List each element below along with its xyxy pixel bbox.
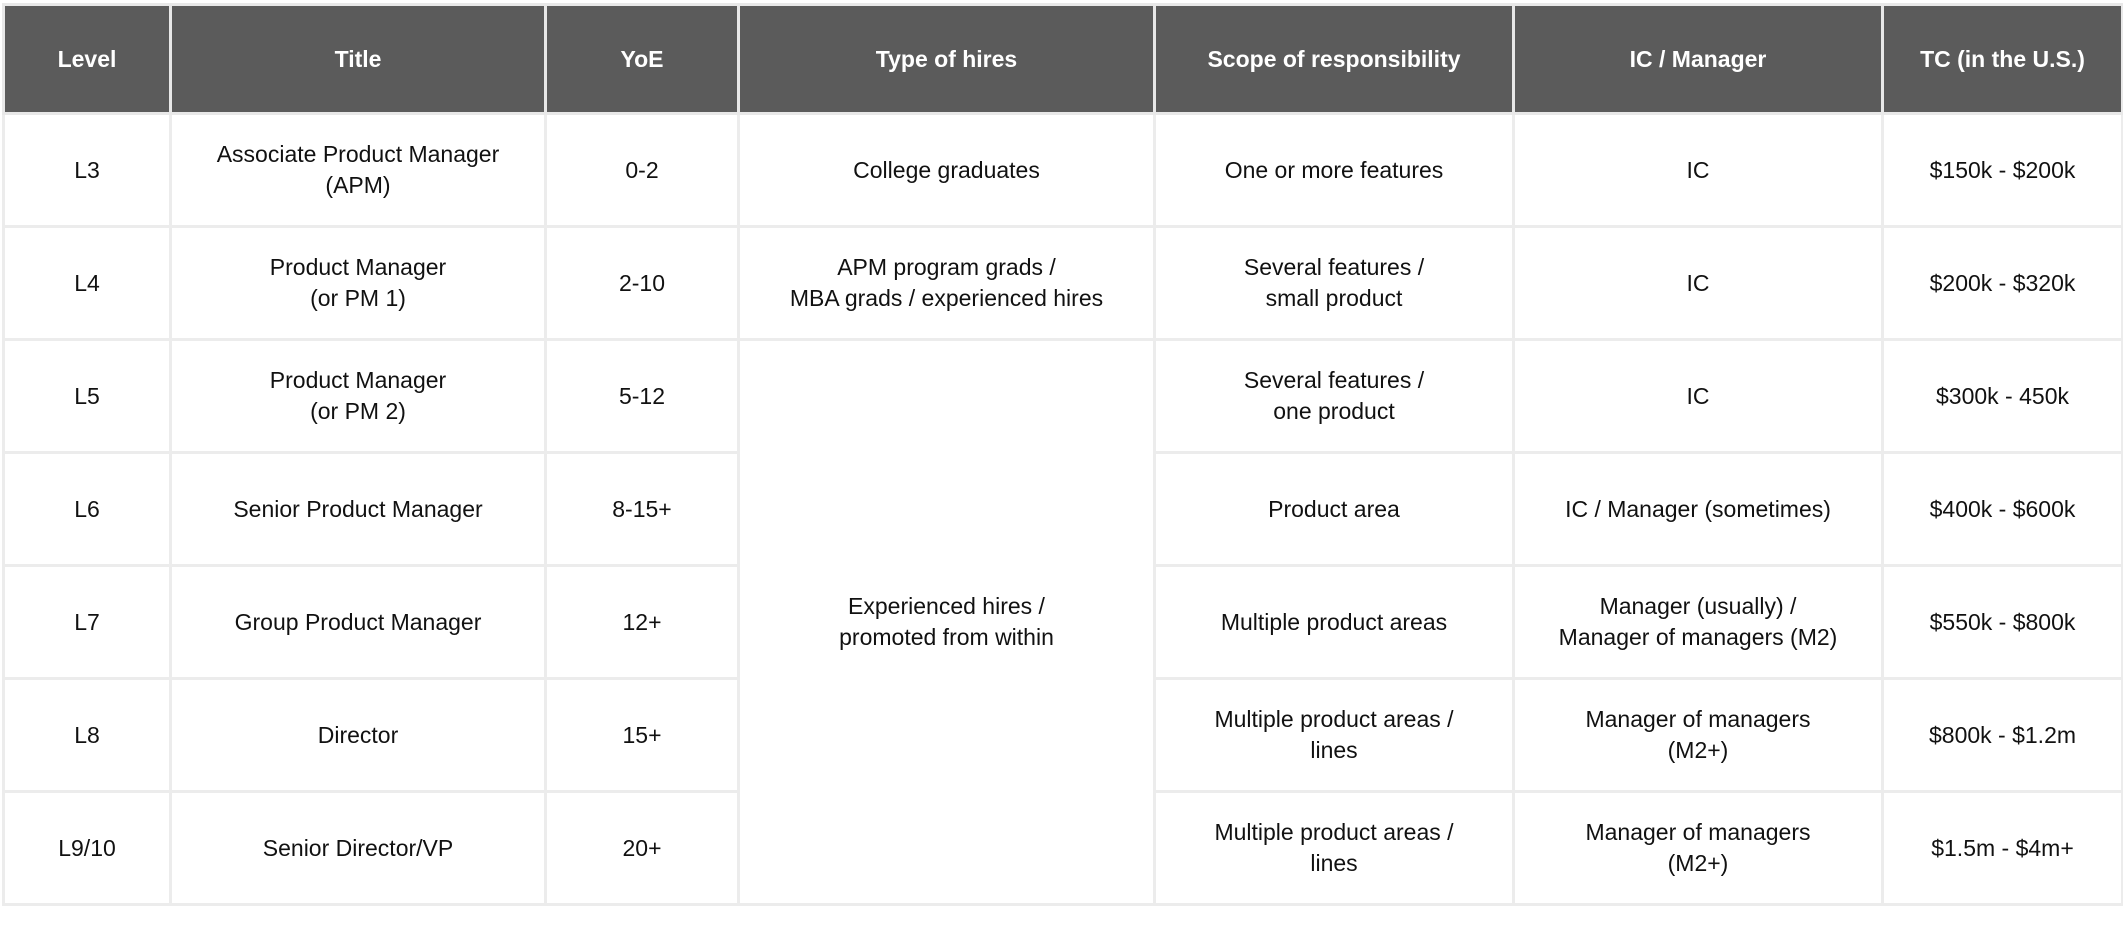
cell-scope: One or more features — [1153, 112, 1515, 228]
cell-yoe: 0-2 — [544, 112, 740, 228]
cell-hires: APM program grads / MBA grads / experien… — [737, 225, 1156, 341]
cell-level: L7 — [2, 564, 172, 680]
cell-title: Product Manager (or PM 2) — [169, 338, 547, 454]
cell-yoe: 5-12 — [544, 338, 740, 454]
cell-tc: $150k - $200k — [1881, 112, 2123, 228]
cell-yoe: 20+ — [544, 790, 740, 906]
header-type-of-hires: Type of hires — [737, 3, 1156, 115]
header-ic-manager: IC / Manager — [1512, 3, 1884, 115]
cell-yoe: 12+ — [544, 564, 740, 680]
cell-level: L5 — [2, 338, 172, 454]
cell-yoe: 8-15+ — [544, 451, 740, 567]
cell-title: Director — [169, 677, 547, 793]
cell-scope: Multiple product areas / lines — [1153, 677, 1515, 793]
cell-scope: Multiple product areas / lines — [1153, 790, 1515, 906]
table-row: L6 Senior Product Manager 8-15+ Product … — [2, 451, 2123, 567]
cell-tc: $300k - 450k — [1881, 338, 2123, 454]
cell-tc: $200k - $320k — [1881, 225, 2123, 341]
cell-title: Senior Director/VP — [169, 790, 547, 906]
table-row: L3 Associate Product Manager (APM) 0-2 C… — [2, 112, 2123, 228]
cell-role: IC — [1512, 112, 1884, 228]
cell-yoe: 2-10 — [544, 225, 740, 341]
cell-role: IC / Manager (sometimes) — [1512, 451, 1884, 567]
pm-levels-table: Level Title YoE Type of hires Scope of r… — [2, 3, 2123, 906]
cell-title: Group Product Manager — [169, 564, 547, 680]
header-tc: TC (in the U.S.) — [1881, 3, 2123, 115]
cell-scope: Multiple product areas — [1153, 564, 1515, 680]
cell-hires: College graduates — [737, 112, 1156, 228]
cell-title: Product Manager (or PM 1) — [169, 225, 547, 341]
cell-scope: Several features / small product — [1153, 225, 1515, 341]
table-row: L9/10 Senior Director/VP 20+ Multiple pr… — [2, 790, 2123, 906]
cell-level: L4 — [2, 225, 172, 341]
table-row: L8 Director 15+ Multiple product areas /… — [2, 677, 2123, 793]
cell-tc: $400k - $600k — [1881, 451, 2123, 567]
header-row: Level Title YoE Type of hires Scope of r… — [2, 3, 2123, 115]
cell-scope: Product area — [1153, 451, 1515, 567]
cell-title: Associate Product Manager (APM) — [169, 112, 547, 228]
cell-role: Manager of managers (M2+) — [1512, 677, 1884, 793]
cell-level: L3 — [2, 112, 172, 228]
table-row: L7 Group Product Manager 12+ Multiple pr… — [2, 564, 2123, 680]
header-scope: Scope of responsibility — [1153, 3, 1515, 115]
cell-title: Senior Product Manager — [169, 451, 547, 567]
cell-role: Manager of managers (M2+) — [1512, 790, 1884, 906]
cell-level: L9/10 — [2, 790, 172, 906]
table-row: L5 Product Manager (or PM 2) 5-12 Experi… — [2, 338, 2123, 906]
header-yoe: YoE — [544, 3, 740, 115]
cell-tc: $550k - $800k — [1881, 564, 2123, 680]
cell-scope: Several features / one product — [1153, 338, 1515, 454]
cell-yoe: 15+ — [544, 677, 740, 793]
header-title: Title — [169, 3, 547, 115]
cell-level: L6 — [2, 451, 172, 567]
header-level: Level — [2, 3, 172, 115]
cell-tc: $1.5m - $4m+ — [1881, 790, 2123, 906]
cell-tc: $800k - $1.2m — [1881, 677, 2123, 793]
cell-hires-merged: Experienced hires / promoted from within — [737, 338, 1156, 906]
cell-role: Manager (usually) / Manager of managers … — [1512, 564, 1884, 680]
cell-role: IC — [1512, 225, 1884, 341]
cell-role: IC — [1512, 338, 1884, 454]
cell-level: L8 — [2, 677, 172, 793]
table-row: L4 Product Manager (or PM 1) 2-10 APM pr… — [2, 225, 2123, 341]
